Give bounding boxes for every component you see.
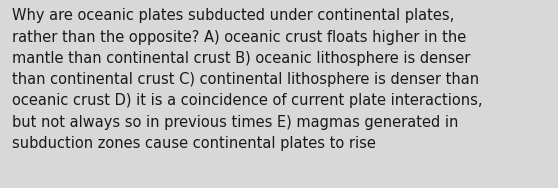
Text: Why are oceanic plates subducted under continental plates,
rather than the oppos: Why are oceanic plates subducted under c… — [12, 8, 483, 151]
